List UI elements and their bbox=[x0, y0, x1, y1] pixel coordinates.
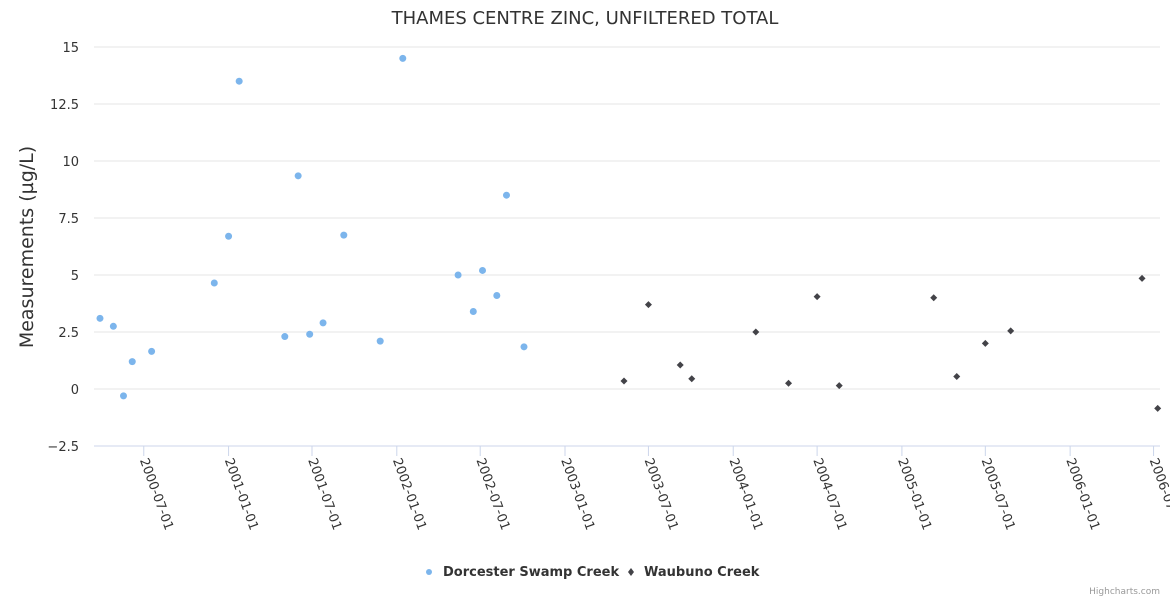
data-point-dorcester[interactable] bbox=[128, 358, 136, 366]
data-point-dorcester[interactable] bbox=[399, 54, 407, 62]
data-point-dorcester[interactable] bbox=[210, 279, 218, 287]
data-point-waubuno[interactable] bbox=[785, 379, 793, 387]
data-point-dorcester[interactable] bbox=[520, 343, 528, 351]
y-tick-label: 12.5 bbox=[50, 98, 79, 113]
y-tick-label: 7.5 bbox=[58, 212, 79, 227]
grid-lines bbox=[94, 46, 1160, 390]
data-point-dorcester[interactable] bbox=[294, 172, 302, 180]
data-point-waubuno[interactable] bbox=[620, 377, 628, 385]
data-point-dorcester[interactable] bbox=[479, 266, 487, 274]
data-point-dorcester[interactable] bbox=[281, 333, 289, 341]
y-axis-ticks: −2.5 0 2.5 5 7.5 10 12.5 15 bbox=[47, 41, 79, 455]
data-point-dorcester[interactable] bbox=[96, 314, 104, 322]
data-point-dorcester[interactable] bbox=[454, 271, 462, 279]
chart-title: THAMES CENTRE ZINC, UNFILTERED TOTAL bbox=[391, 8, 779, 29]
data-point-dorcester[interactable] bbox=[502, 191, 510, 199]
data-points bbox=[96, 54, 1162, 412]
data-point-waubuno[interactable] bbox=[688, 375, 696, 383]
y-tick-label: 0 bbox=[71, 383, 79, 398]
y-tick-label: 10 bbox=[62, 155, 79, 170]
data-point-dorcester[interactable] bbox=[235, 77, 243, 85]
data-point-waubuno[interactable] bbox=[930, 294, 938, 302]
data-point-waubuno[interactable] bbox=[835, 382, 843, 390]
data-point-waubuno[interactable] bbox=[1154, 404, 1162, 412]
data-point-waubuno[interactable] bbox=[953, 372, 961, 380]
y-tick-label: 2.5 bbox=[58, 326, 79, 341]
data-point-dorcester[interactable] bbox=[469, 307, 477, 315]
data-point-dorcester[interactable] bbox=[109, 322, 117, 330]
data-point-dorcester[interactable] bbox=[493, 292, 501, 300]
legend-item-dorcester[interactable]: Dorcester Swamp Creek bbox=[426, 565, 619, 580]
y-tick-label: 5 bbox=[71, 269, 79, 284]
legend-item-waubuno[interactable]: Waubuno Creek bbox=[628, 565, 760, 580]
legend-label-dorcester: Dorcester Swamp Creek bbox=[443, 565, 619, 580]
data-point-dorcester[interactable] bbox=[319, 319, 327, 327]
data-point-dorcester[interactable] bbox=[340, 231, 348, 239]
legend-marker-waubuno bbox=[628, 568, 634, 576]
data-point-dorcester[interactable] bbox=[376, 337, 384, 345]
data-point-dorcester[interactable] bbox=[119, 392, 127, 400]
y-tick-label: −2.5 bbox=[47, 440, 79, 455]
data-point-waubuno[interactable] bbox=[1007, 327, 1015, 335]
data-point-dorcester[interactable] bbox=[148, 347, 156, 355]
data-point-waubuno[interactable] bbox=[752, 328, 760, 336]
y-axis-label: Measurements (µg/L) bbox=[16, 146, 38, 348]
data-point-waubuno[interactable] bbox=[676, 361, 684, 369]
data-point-waubuno[interactable] bbox=[644, 301, 652, 309]
data-point-waubuno[interactable] bbox=[813, 293, 821, 301]
data-point-waubuno[interactable] bbox=[981, 339, 989, 347]
data-point-waubuno[interactable] bbox=[1138, 274, 1146, 282]
data-point-dorcester[interactable] bbox=[306, 330, 314, 338]
credits-link[interactable]: Highcharts.com bbox=[1089, 587, 1160, 597]
legend-marker-dorcester bbox=[426, 569, 432, 575]
legend: Dorcester Swamp Creek Waubuno Creek bbox=[426, 565, 760, 580]
y-tick-label: 15 bbox=[62, 41, 79, 56]
data-point-dorcester[interactable] bbox=[225, 232, 233, 240]
legend-label-waubuno: Waubuno Creek bbox=[644, 565, 760, 580]
